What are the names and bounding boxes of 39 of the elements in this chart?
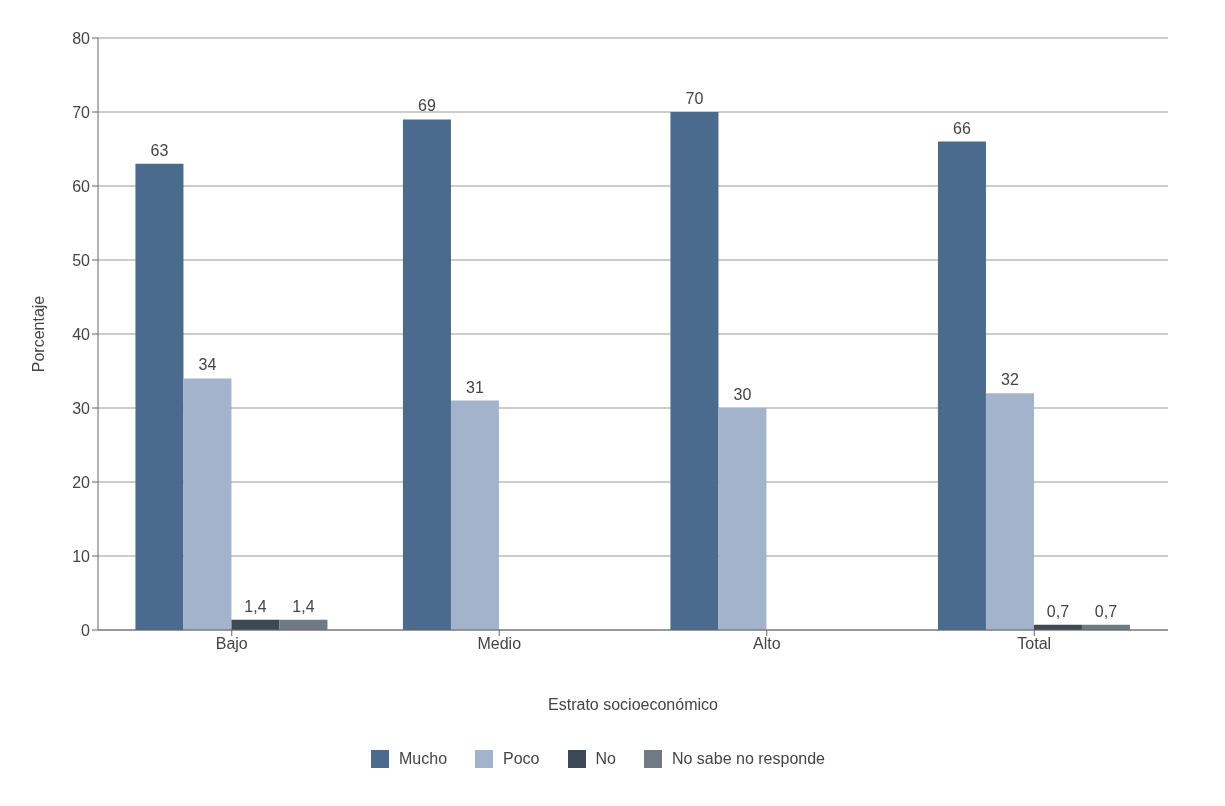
data-label: 31 (466, 378, 484, 396)
bar (450, 400, 499, 630)
y-tick-label: 0 (81, 621, 91, 639)
x-tick-label: Alto (752, 635, 781, 653)
x-tick-label: Bajo (215, 635, 248, 653)
y-tick-label: 60 (72, 177, 91, 195)
data-label: 1,4 (292, 597, 315, 615)
data-label: 1,4 (244, 597, 267, 615)
data-label: 0,7 (1046, 602, 1070, 620)
data-label: 69 (418, 97, 436, 115)
data-label: 66 (953, 119, 971, 137)
data-label: 0,7 (1094, 602, 1118, 620)
bar (402, 119, 451, 630)
y-tick-label: 80 (72, 29, 91, 47)
bar (718, 408, 767, 630)
x-tick-label: Total (1017, 635, 1052, 653)
data-label: 30 (733, 386, 752, 403)
bar (135, 163, 184, 630)
bar (937, 141, 986, 630)
x-tick-label: Medio (477, 635, 522, 653)
data-label: 70 (685, 90, 704, 107)
bar (183, 378, 232, 630)
y-tick-label: 40 (72, 325, 91, 343)
y-tick-label: 50 (72, 251, 91, 269)
data-label: 34 (198, 356, 217, 374)
y-tick-label: 10 (72, 547, 91, 565)
bar (670, 112, 719, 630)
legend-label: Mucho (398, 750, 448, 768)
y-tick-label: 70 (72, 103, 91, 121)
legend-label: Poco (502, 750, 540, 768)
data-label: 32 (1001, 371, 1019, 389)
y-axis-title: Porcentaje (29, 295, 47, 373)
legend-label: No (594, 750, 616, 768)
x-axis-title: Estrato socioeconómico (548, 696, 719, 713)
y-tick-label: 20 (72, 473, 91, 491)
legend-label: No sabe no responde (670, 750, 825, 768)
bar (985, 393, 1034, 630)
y-tick-label: 30 (72, 399, 91, 417)
data-label: 63 (150, 141, 169, 159)
